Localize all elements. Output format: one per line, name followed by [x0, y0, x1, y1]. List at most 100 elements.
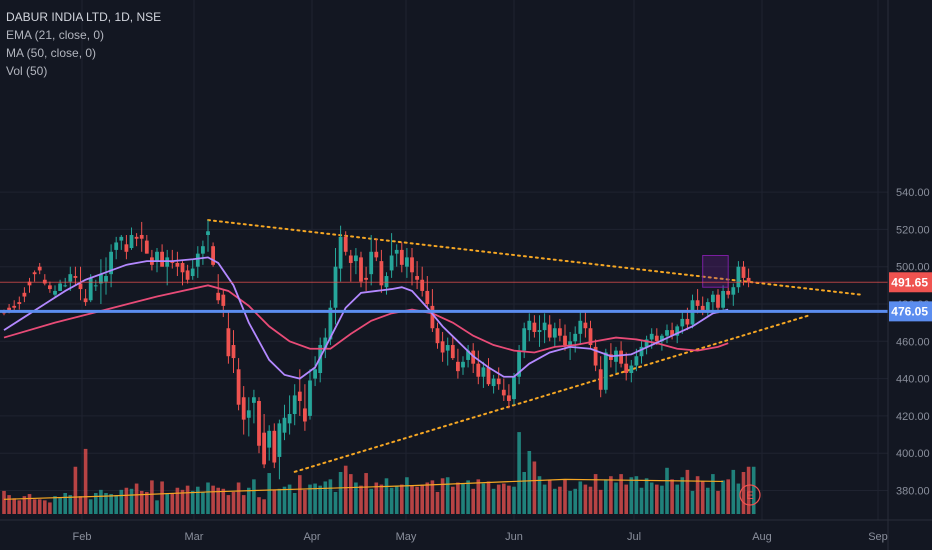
volume-bar: [476, 479, 481, 514]
volume-bar: [471, 488, 475, 514]
volume-bar: [139, 490, 144, 514]
volume-bar: [527, 451, 532, 514]
candle-body: [746, 277, 751, 282]
candle-body: [37, 266, 42, 271]
candle-body: [277, 423, 282, 457]
ema-21-line: [3, 256, 729, 380]
volume-bar: [680, 477, 685, 514]
candle-body: [165, 257, 170, 267]
volume-bar: [568, 490, 572, 514]
legend-title[interactable]: DABUR INDIA LTD, 1D, NSE: [6, 10, 162, 24]
candle-body: [547, 324, 552, 338]
candle-body: [609, 354, 613, 360]
legend-ema[interactable]: EMA (21, close, 0): [6, 28, 105, 42]
volume-bar: [491, 488, 496, 514]
price-label-bg[interactable]: [889, 301, 932, 322]
x-tick-label: Feb: [73, 531, 92, 543]
candle-body: [450, 345, 455, 359]
earnings-letter: E: [746, 490, 753, 502]
volume-bar: [736, 483, 741, 514]
volume-bar: [185, 485, 190, 514]
y-tick-label: 380.00: [896, 486, 930, 498]
volume-bar: [726, 479, 730, 514]
volume-bar: [190, 490, 195, 514]
volume-bar: [517, 432, 521, 514]
candle-body: [563, 335, 567, 346]
volume-bar: [88, 499, 93, 514]
y-tick-label: 400.00: [896, 448, 930, 460]
volume-bar: [257, 497, 261, 514]
chart-legend: DABUR INDIA LTD, 1D, NSE EMA (21, close,…: [6, 8, 161, 80]
candle-body: [195, 253, 200, 267]
candle-body: [466, 350, 470, 360]
earnings-icon[interactable]: [739, 484, 761, 506]
volume-bar: [78, 496, 83, 514]
volume-bar: [425, 482, 430, 514]
candle-body: [109, 251, 113, 275]
candle-body: [308, 380, 312, 416]
volume-bar: [481, 483, 486, 514]
candle-body: [114, 242, 119, 250]
candle-body: [445, 345, 450, 351]
volume-bar: [456, 482, 460, 514]
candle-body: [241, 397, 246, 420]
candle-body: [603, 352, 608, 390]
candle-body: [160, 251, 164, 267]
volume-bar: [196, 486, 200, 514]
candle-body: [359, 257, 363, 282]
volume-bar: [670, 479, 674, 514]
candle-body: [476, 363, 481, 377]
volume-bar: [308, 484, 312, 514]
volume-bar: [440, 478, 445, 514]
candle-body: [83, 298, 88, 303]
candle-body: [716, 294, 720, 308]
volume-bar: [537, 476, 542, 514]
candle-body: [731, 287, 736, 295]
candle-body: [216, 292, 221, 301]
x-tick-label: Aug: [752, 531, 772, 543]
candle-body: [700, 305, 705, 312]
candle-body: [624, 363, 629, 374]
volume-bar: [619, 474, 623, 514]
candle-body: [537, 330, 542, 332]
volume-bar: [496, 484, 501, 514]
volume-bar: [624, 484, 628, 514]
trendline-ascending[interactable]: [293, 314, 811, 473]
candle-body: [211, 246, 215, 265]
candle-body: [685, 318, 690, 325]
candle-body: [619, 350, 623, 364]
volume-bar: [522, 472, 526, 514]
volume-bar: [547, 480, 552, 514]
volume-bar: [333, 491, 338, 514]
volume-bar: [124, 487, 129, 514]
horizontal-levels[interactable]: [0, 281, 888, 313]
candle-body: [660, 335, 664, 342]
volume-bar: [343, 465, 348, 514]
candle-body: [323, 337, 328, 349]
price-label-bg[interactable]: [889, 272, 932, 293]
volume-bar: [12, 498, 16, 514]
y-tick-label: 520.00: [896, 224, 930, 236]
candle-body: [583, 322, 588, 329]
y-tick-label: 420.00: [896, 411, 930, 423]
volume-bar: [180, 489, 185, 514]
candle-body: [282, 417, 287, 433]
candle-body: [507, 395, 511, 401]
volume-bar: [73, 466, 78, 514]
earnings-marker[interactable]: E: [739, 484, 761, 506]
candle-body: [374, 251, 379, 258]
y-tick-label: 440.00: [896, 374, 930, 386]
volume-bar: [486, 481, 491, 514]
y-tick-label: 540.00: [896, 187, 930, 199]
legend-ma[interactable]: MA (50, close, 0): [6, 46, 97, 60]
candle-body: [394, 249, 399, 254]
candle-body: [354, 255, 358, 262]
candle-body: [134, 236, 139, 239]
candle-body: [297, 391, 302, 401]
legend-vol[interactable]: Vol (50): [6, 64, 48, 78]
candle-body: [53, 290, 57, 295]
volume-bar: [675, 484, 679, 514]
volume-bar: [634, 476, 639, 514]
volume-bar: [83, 448, 88, 514]
